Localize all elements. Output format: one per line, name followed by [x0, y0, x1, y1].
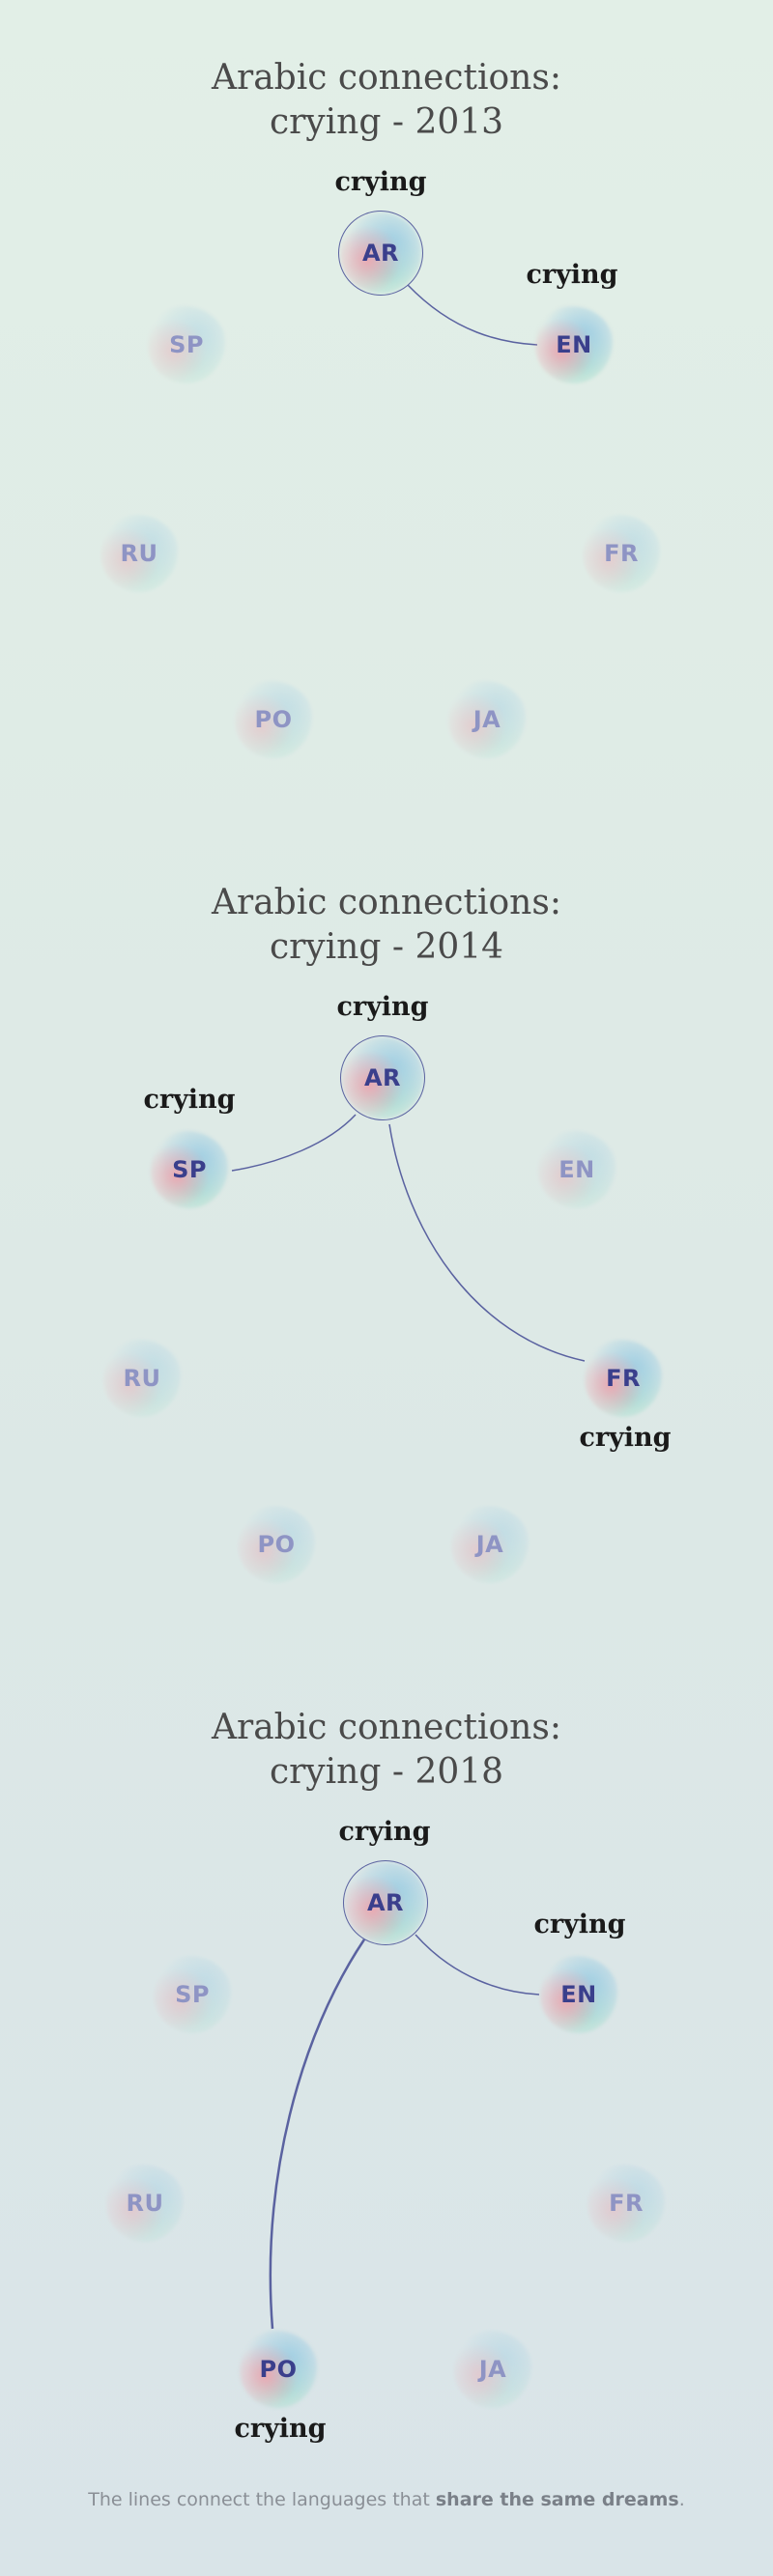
node-blob [148, 306, 225, 383]
node-en-word: crying [526, 260, 618, 290]
node-po: PO [235, 681, 312, 758]
node-fr: FR [587, 2165, 665, 2242]
node-code: PO [257, 1531, 296, 1558]
connection-lines [269, 1934, 540, 2330]
node-code: PO [259, 2356, 298, 2383]
node-blob [538, 1131, 616, 1208]
node-code: FR [609, 2190, 644, 2217]
node-blob [103, 1340, 181, 1417]
node-sp: SP [148, 306, 225, 383]
node-code: FR [604, 540, 639, 567]
node-blob [100, 515, 178, 592]
node-ru: RU [100, 515, 178, 592]
node-blob [587, 2165, 665, 2242]
hub-word: crying [334, 167, 427, 197]
panel-2013: Arabic connections: crying - 2013 crying… [0, 0, 773, 826]
footnote-emphasis: share the same dreams [435, 2489, 679, 2510]
node-blob [540, 1956, 617, 2033]
hub-ring [340, 1035, 425, 1120]
node-ru: RU [103, 1340, 181, 1417]
node-ru: RU [106, 2165, 184, 2242]
link-ar-en [407, 284, 538, 346]
hub-ring [343, 1860, 428, 1945]
title-line-2: crying - 2014 [269, 927, 504, 967]
title-line-1: Arabic connections: [212, 883, 561, 922]
panel-2014: Arabic connections: crying - 2014 crying… [0, 825, 773, 1651]
node-code: SP [172, 1156, 207, 1183]
node-code: AR [361, 240, 400, 267]
hub-ring [338, 211, 423, 296]
node-sp: SP [154, 1956, 231, 2033]
node-en: EN [538, 1131, 616, 1208]
node-blob [454, 2331, 531, 2408]
node-code: RU [123, 1365, 161, 1392]
node-po-word: crying [234, 2414, 327, 2444]
node-code: SP [175, 1981, 210, 2008]
node-ar: AR [340, 1035, 425, 1120]
node-fr-word: crying [579, 1423, 672, 1453]
node-code: SP [169, 331, 204, 358]
panel-title: Arabic connections: crying - 2013 [0, 56, 773, 145]
panel-title: Arabic connections: crying - 2018 [0, 1706, 773, 1795]
node-ar: AR [343, 1860, 428, 1945]
title-line-1: Arabic connections: [212, 58, 561, 98]
node-po: PO [240, 2331, 317, 2408]
title-line-2: crying - 2013 [269, 102, 504, 142]
title-line-1: Arabic connections: [212, 1708, 561, 1747]
node-code: RU [126, 2190, 164, 2217]
node-en: EN [535, 306, 613, 383]
node-blob [235, 681, 312, 758]
node-code: AR [363, 1064, 402, 1091]
node-code: RU [120, 540, 158, 567]
panel-2018: Arabic connections: crying - 2018 crying… [0, 1650, 773, 2476]
node-en: EN [540, 1956, 617, 2033]
node-fr: FR [583, 515, 660, 592]
node-code: JA [472, 706, 501, 733]
footnote-suffix: . [678, 2489, 685, 2510]
node-code: PO [254, 706, 293, 733]
hub-word: crying [336, 992, 429, 1022]
node-blob [151, 1131, 228, 1208]
node-blob [448, 681, 526, 758]
footnote: The lines connect the languages that sha… [0, 2489, 773, 2510]
connection-lines [231, 1114, 586, 1362]
link-ar-fr [388, 1123, 586, 1362]
node-blob [154, 1956, 231, 2033]
node-sp-word: crying [143, 1085, 236, 1115]
node-code: JA [475, 1531, 504, 1558]
node-ja: JA [451, 1506, 529, 1583]
node-ja: JA [448, 681, 526, 758]
node-code: AR [366, 1889, 405, 1916]
node-fr: FR [585, 1340, 662, 1417]
node-blob [451, 1506, 529, 1583]
node-blob [106, 2165, 184, 2242]
node-sp: SP [151, 1131, 228, 1208]
node-code: EN [556, 331, 592, 358]
node-blob [240, 2331, 317, 2408]
node-blob [238, 1506, 315, 1583]
connection-lines [407, 284, 538, 346]
node-blob [535, 306, 613, 383]
hub-word: crying [338, 1817, 431, 1847]
link-ar-en [415, 1934, 540, 1996]
node-code: JA [478, 2356, 507, 2383]
node-blob [583, 515, 660, 592]
node-code: FR [606, 1365, 641, 1392]
node-code: EN [558, 1156, 595, 1183]
link-ar-po [269, 1939, 366, 2330]
title-line-2: crying - 2018 [269, 1752, 504, 1792]
node-code: EN [560, 1981, 597, 2008]
footnote-prefix: The lines connect the languages that [88, 2489, 436, 2510]
node-blob [585, 1340, 662, 1417]
node-en-word: crying [533, 1910, 626, 1939]
node-ja: JA [454, 2331, 531, 2408]
panel-title: Arabic connections: crying - 2014 [0, 881, 773, 970]
link-ar-sp [231, 1114, 357, 1172]
node-po: PO [238, 1506, 315, 1583]
node-ar: AR [338, 211, 423, 296]
